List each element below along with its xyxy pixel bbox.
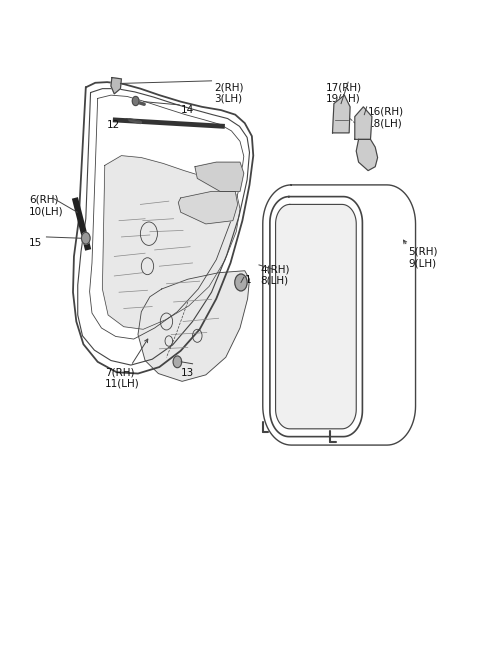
Circle shape xyxy=(173,356,181,367)
Text: 2(RH)
3(LH): 2(RH) 3(LH) xyxy=(214,82,243,104)
Text: 4(RH)
8(LH): 4(RH) 8(LH) xyxy=(261,264,290,286)
Circle shape xyxy=(132,96,139,106)
Polygon shape xyxy=(356,139,378,171)
Polygon shape xyxy=(333,95,350,133)
Polygon shape xyxy=(111,77,121,94)
Text: 16(RH)
18(LH): 16(RH) 18(LH) xyxy=(368,107,404,129)
Polygon shape xyxy=(195,162,244,192)
Text: 12: 12 xyxy=(107,120,120,130)
Text: 14: 14 xyxy=(180,105,194,115)
Text: 7(RH)
11(LH): 7(RH) 11(LH) xyxy=(105,367,140,388)
Circle shape xyxy=(235,274,247,291)
Polygon shape xyxy=(179,192,238,224)
Polygon shape xyxy=(102,155,240,329)
Text: 6(RH)
10(LH): 6(RH) 10(LH) xyxy=(29,195,63,216)
Text: 5(RH)
9(LH): 5(RH) 9(LH) xyxy=(408,247,438,268)
Polygon shape xyxy=(276,205,356,429)
Polygon shape xyxy=(355,107,372,139)
Text: 1: 1 xyxy=(245,275,252,285)
Polygon shape xyxy=(138,271,250,381)
Circle shape xyxy=(82,232,90,244)
Text: 15: 15 xyxy=(29,238,42,248)
Text: 17(RH)
19(LH): 17(RH) 19(LH) xyxy=(325,82,361,104)
Text: 13: 13 xyxy=(180,368,194,379)
